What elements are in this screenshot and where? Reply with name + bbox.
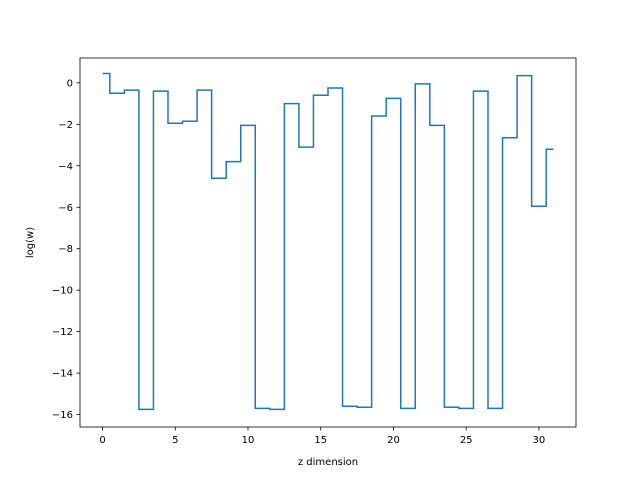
y-tick-label: −6 [58,203,73,214]
y-tick-label: −16 [52,410,73,421]
x-tick-label: 0 [99,435,105,446]
x-tick-label: 15 [314,435,327,446]
y-axis-label: log(w) [25,227,36,258]
x-tick-label: 10 [242,435,255,446]
y-tick-label: 0 [67,78,73,89]
series-line [102,72,554,411]
y-tick-label: −4 [58,161,73,172]
plot-area [102,72,554,411]
axes-frame [79,57,577,428]
x-tick-label: 25 [460,435,473,446]
y-tick-label: −2 [58,120,73,131]
y-tick-label: −8 [58,244,73,255]
y-tick-label: −14 [52,369,73,380]
y-tick-label: −10 [52,286,73,297]
x-tick-label: 20 [387,435,400,446]
x-axis-label: z dimension [298,457,358,468]
y-tick-label: −12 [52,327,73,338]
x-tick-label: 30 [533,435,546,446]
axis-ticks: 0 5 10 15 20 25 30 0 −2 −4 −6 −8 −10 −12 −14 −16 [52,78,545,446]
x-tick-label: 5 [172,435,178,446]
